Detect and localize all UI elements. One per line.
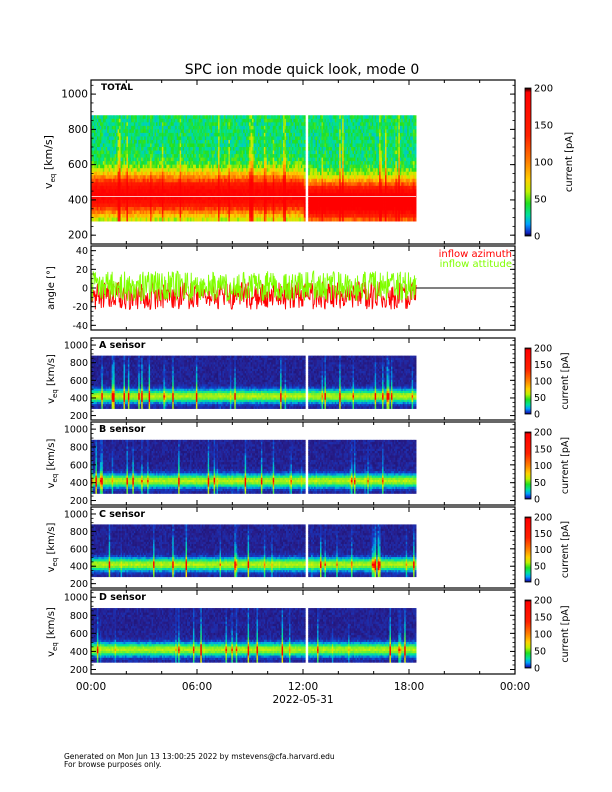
heatmap-cell [304, 126, 306, 130]
heatmap-cell [304, 179, 306, 183]
heatmap-cells [91, 115, 416, 221]
heatmap-cell [304, 218, 306, 222]
heatmap-cell [304, 168, 306, 172]
heatmap-cell [304, 200, 306, 204]
heatmap-cell [304, 203, 306, 207]
heatmap-cell [304, 161, 306, 165]
heatmap-cell [304, 214, 306, 218]
heatmap-cell [304, 207, 306, 211]
heatmap-cell [304, 189, 306, 193]
figure-title: SPC ion mode quick look, mode 0 [185, 62, 419, 78]
heatmap-cell [304, 133, 306, 137]
heatmap-cell [304, 172, 306, 176]
heatmap-cell [304, 119, 306, 123]
heatmap-cell [304, 196, 306, 200]
heatmap-cell [304, 175, 306, 179]
heatmap-cell [304, 129, 306, 133]
heatmap-cell [304, 147, 306, 151]
heatmap-cell [304, 115, 306, 119]
heatmap-cell [304, 165, 306, 169]
heatmap-cell [304, 122, 306, 126]
heatmap-cell [304, 136, 306, 140]
heatmap-cell [304, 154, 306, 158]
heatmap-cell [304, 143, 306, 147]
heatmap-cell [304, 182, 306, 186]
heatmap-cell [304, 186, 306, 190]
heatmap-cell [304, 140, 306, 144]
heatmap-cell [304, 151, 306, 155]
heatmap-cell [304, 158, 306, 162]
heatmap-cell [304, 210, 306, 214]
